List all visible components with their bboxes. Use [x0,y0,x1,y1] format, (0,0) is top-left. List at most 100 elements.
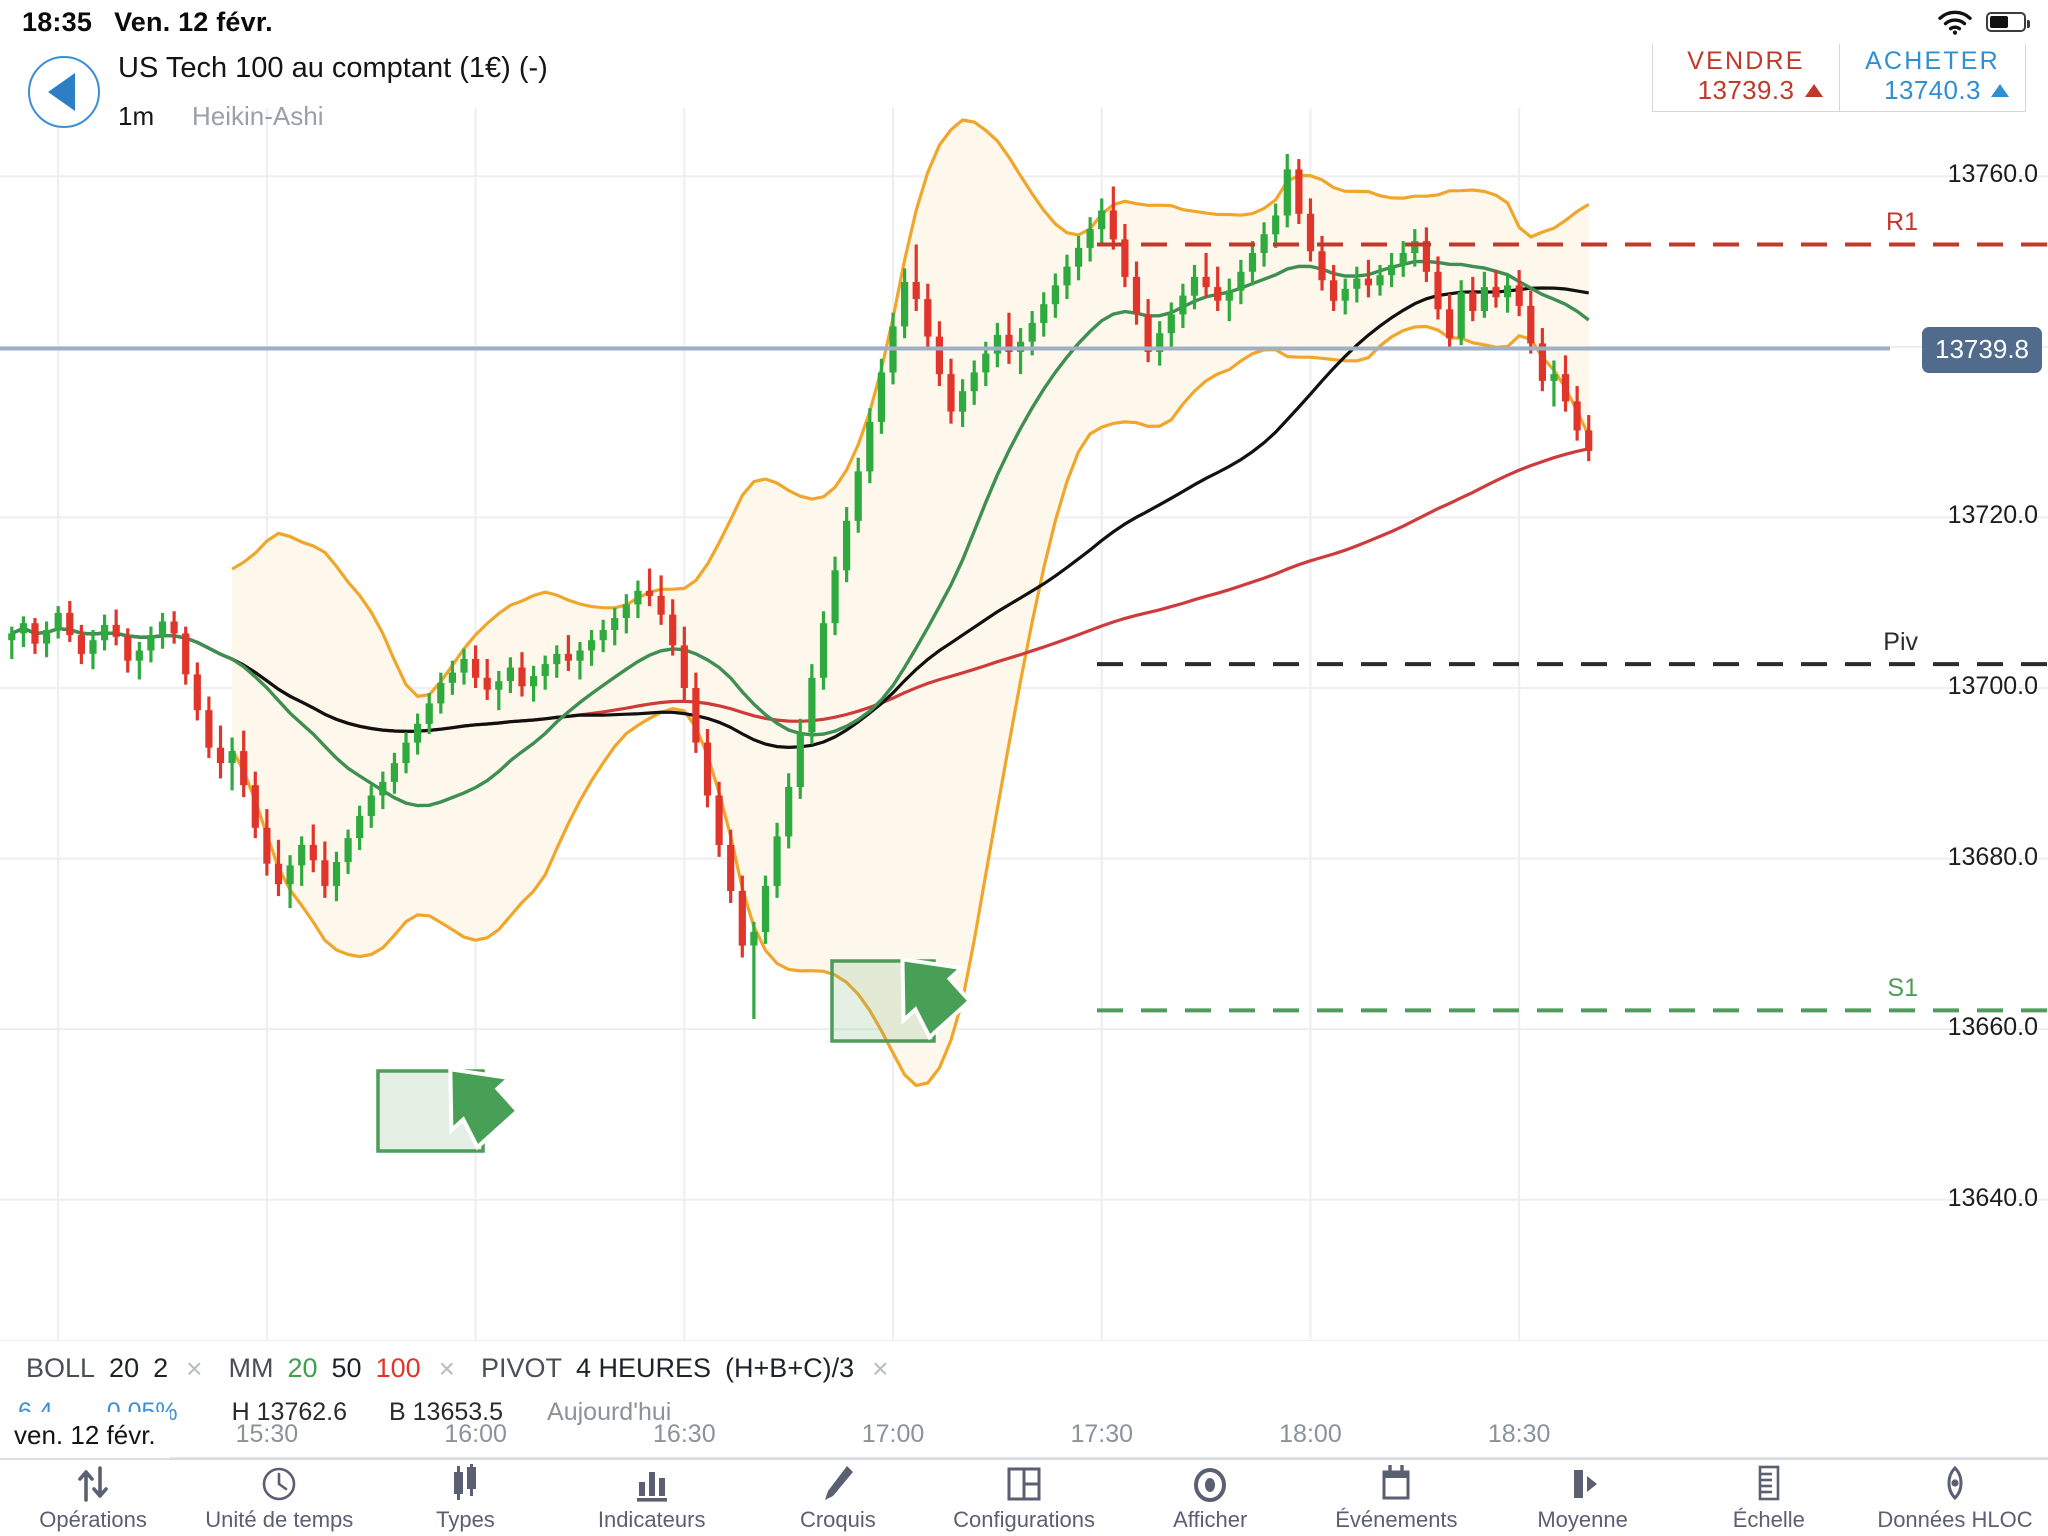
candle-body [692,688,700,743]
chart-type-label[interactable]: Heikin-Ashi [192,101,324,131]
pencil-icon [821,1464,855,1502]
candle-body [901,282,909,327]
candle-body [425,703,433,724]
candlestick-icon [446,1463,484,1502]
indicator-boll[interactable]: BOLL 20 2 × [26,1353,202,1385]
time-axis-tick: 18:30 [1487,1420,1551,1448]
candle-body [1144,314,1152,352]
toolbar-item-donn-es-hloc[interactable]: Données HLOC [1862,1460,2048,1536]
candle-body [1330,280,1338,301]
candle-body [193,674,201,711]
candle-body [576,650,584,661]
candle-body [1306,213,1315,252]
candle-body [1527,305,1535,344]
instrument-name[interactable]: US Tech 100 au comptant (1€) (-) [118,52,548,84]
toolbar-item-types[interactable]: Types [372,1460,558,1536]
candle-body [390,763,398,782]
status-bar: 18:35 Ven. 12 févr. [0,0,2048,44]
bollinger-lower-line [230,324,1591,1088]
pivot-label-s1: S1 [1887,974,1918,1003]
toolbar-item-croquis[interactable]: Croquis [745,1460,931,1536]
boll-period: 20 [109,1353,140,1383]
buy-price: 13740.3 [1884,74,1981,105]
bollinger-band-fill [232,120,1589,1086]
buy-button[interactable]: ACHETER 13740.3 [1839,41,2025,111]
candle-body [8,633,16,641]
sell-price: 13739.3 [1697,74,1795,105]
toolbar-item-moyenne[interactable]: Moyenne [1490,1460,1676,1536]
candle-body [1515,285,1523,306]
candle-body [228,751,236,763]
candle-body [773,836,781,886]
ohlc-low: B 13653.5 [389,1397,504,1426]
candle-body [634,590,642,605]
candle-body [970,372,978,392]
boll-remove-icon[interactable]: × [186,1352,203,1384]
quote-panel: VENDRE 13739.3 ACHETER 13740.3 [1652,40,2026,112]
candle-body [321,860,329,886]
candle-body [1446,309,1454,339]
candle-body [1005,334,1013,352]
timeframe-label[interactable]: 1m [118,101,155,131]
candle-body [1283,169,1291,216]
candle-body [309,844,317,861]
candle-body [669,614,677,646]
toolbar-item-op-rations[interactable]: Opérations [0,1460,186,1536]
candle-body [216,747,225,764]
candle-body [112,624,120,637]
annotation-arrow-icon [900,956,973,1041]
mm-remove-icon[interactable]: × [438,1352,455,1384]
ruler-icon [1754,1464,1784,1502]
status-date: Ven. 12 févr. [114,6,273,37]
chart-canvas[interactable]: 13620.013640.013660.013680.013700.013720… [0,108,2048,1413]
toolbar-item-label: Croquis [799,1506,876,1532]
toolbar-item-chelle[interactable]: Échelle [1676,1460,1862,1536]
toolbar-item-label: Événements [1335,1506,1458,1532]
candle-body [495,681,503,690]
candle-body [1388,264,1396,276]
toolbar-item-afficher[interactable]: Afficher [1117,1460,1303,1536]
candle-body [170,621,178,634]
price-chart[interactable] [0,108,2048,1413]
candle-body [448,672,456,683]
mm-period-50: 50 [331,1353,362,1383]
chart-annotation[interactable] [376,1044,529,1153]
last-price-badge: 13739.8 [1922,326,2042,373]
chart-annotation[interactable] [830,934,982,1043]
toolbar-item-unit-de-temps[interactable]: Unité de temps [186,1460,372,1536]
candle-body [1063,266,1071,286]
candle-body [1121,239,1129,277]
average-marker-icon [1566,1464,1600,1502]
sell-button[interactable]: VENDRE 13739.3 [1653,41,1839,111]
back-button[interactable] [28,56,100,128]
candle-body [1190,276,1199,296]
price-axis-tick: 13720.0 [1947,501,2038,530]
candle-body [274,863,283,885]
candle-body [622,604,630,618]
arrows-up-down-icon [76,1464,110,1502]
candle-body [1504,285,1512,298]
toolbar-item-label: Unité de temps [205,1506,354,1532]
candle-body [1040,304,1048,323]
toolbar-item-v-nements[interactable]: Événements [1303,1460,1489,1536]
candle-body [1353,278,1361,289]
indicator-mm[interactable]: MM 20 50 100 × [228,1353,455,1385]
boll-deviation: 2 [153,1353,169,1383]
candle-body [54,612,62,630]
calendar-icon [1379,1464,1413,1502]
pivot-label-r1: R1 [1886,208,1918,237]
mm-period-20: 20 [287,1353,318,1383]
pivot-remove-icon[interactable]: × [872,1352,889,1384]
bollinger-upper-line [231,118,1590,698]
candle-body [1202,276,1210,288]
indicator-pivot[interactable]: PIVOT 4 HEURES (H+B+C)/3 × [481,1353,888,1385]
toolbar-item-configurations[interactable]: Configurations [931,1460,1117,1536]
candle-body [1248,253,1257,272]
toolbar-item-label: Configurations [953,1506,1095,1532]
price-axis-tick: 13760.0 [1947,160,2038,189]
candle-body [286,865,294,885]
candle-body [785,786,793,837]
toolbar-item-indicateurs[interactable]: Indicateurs [559,1460,745,1536]
ohlc-high: H 13762.6 [231,1397,348,1426]
candle-body [715,795,723,845]
